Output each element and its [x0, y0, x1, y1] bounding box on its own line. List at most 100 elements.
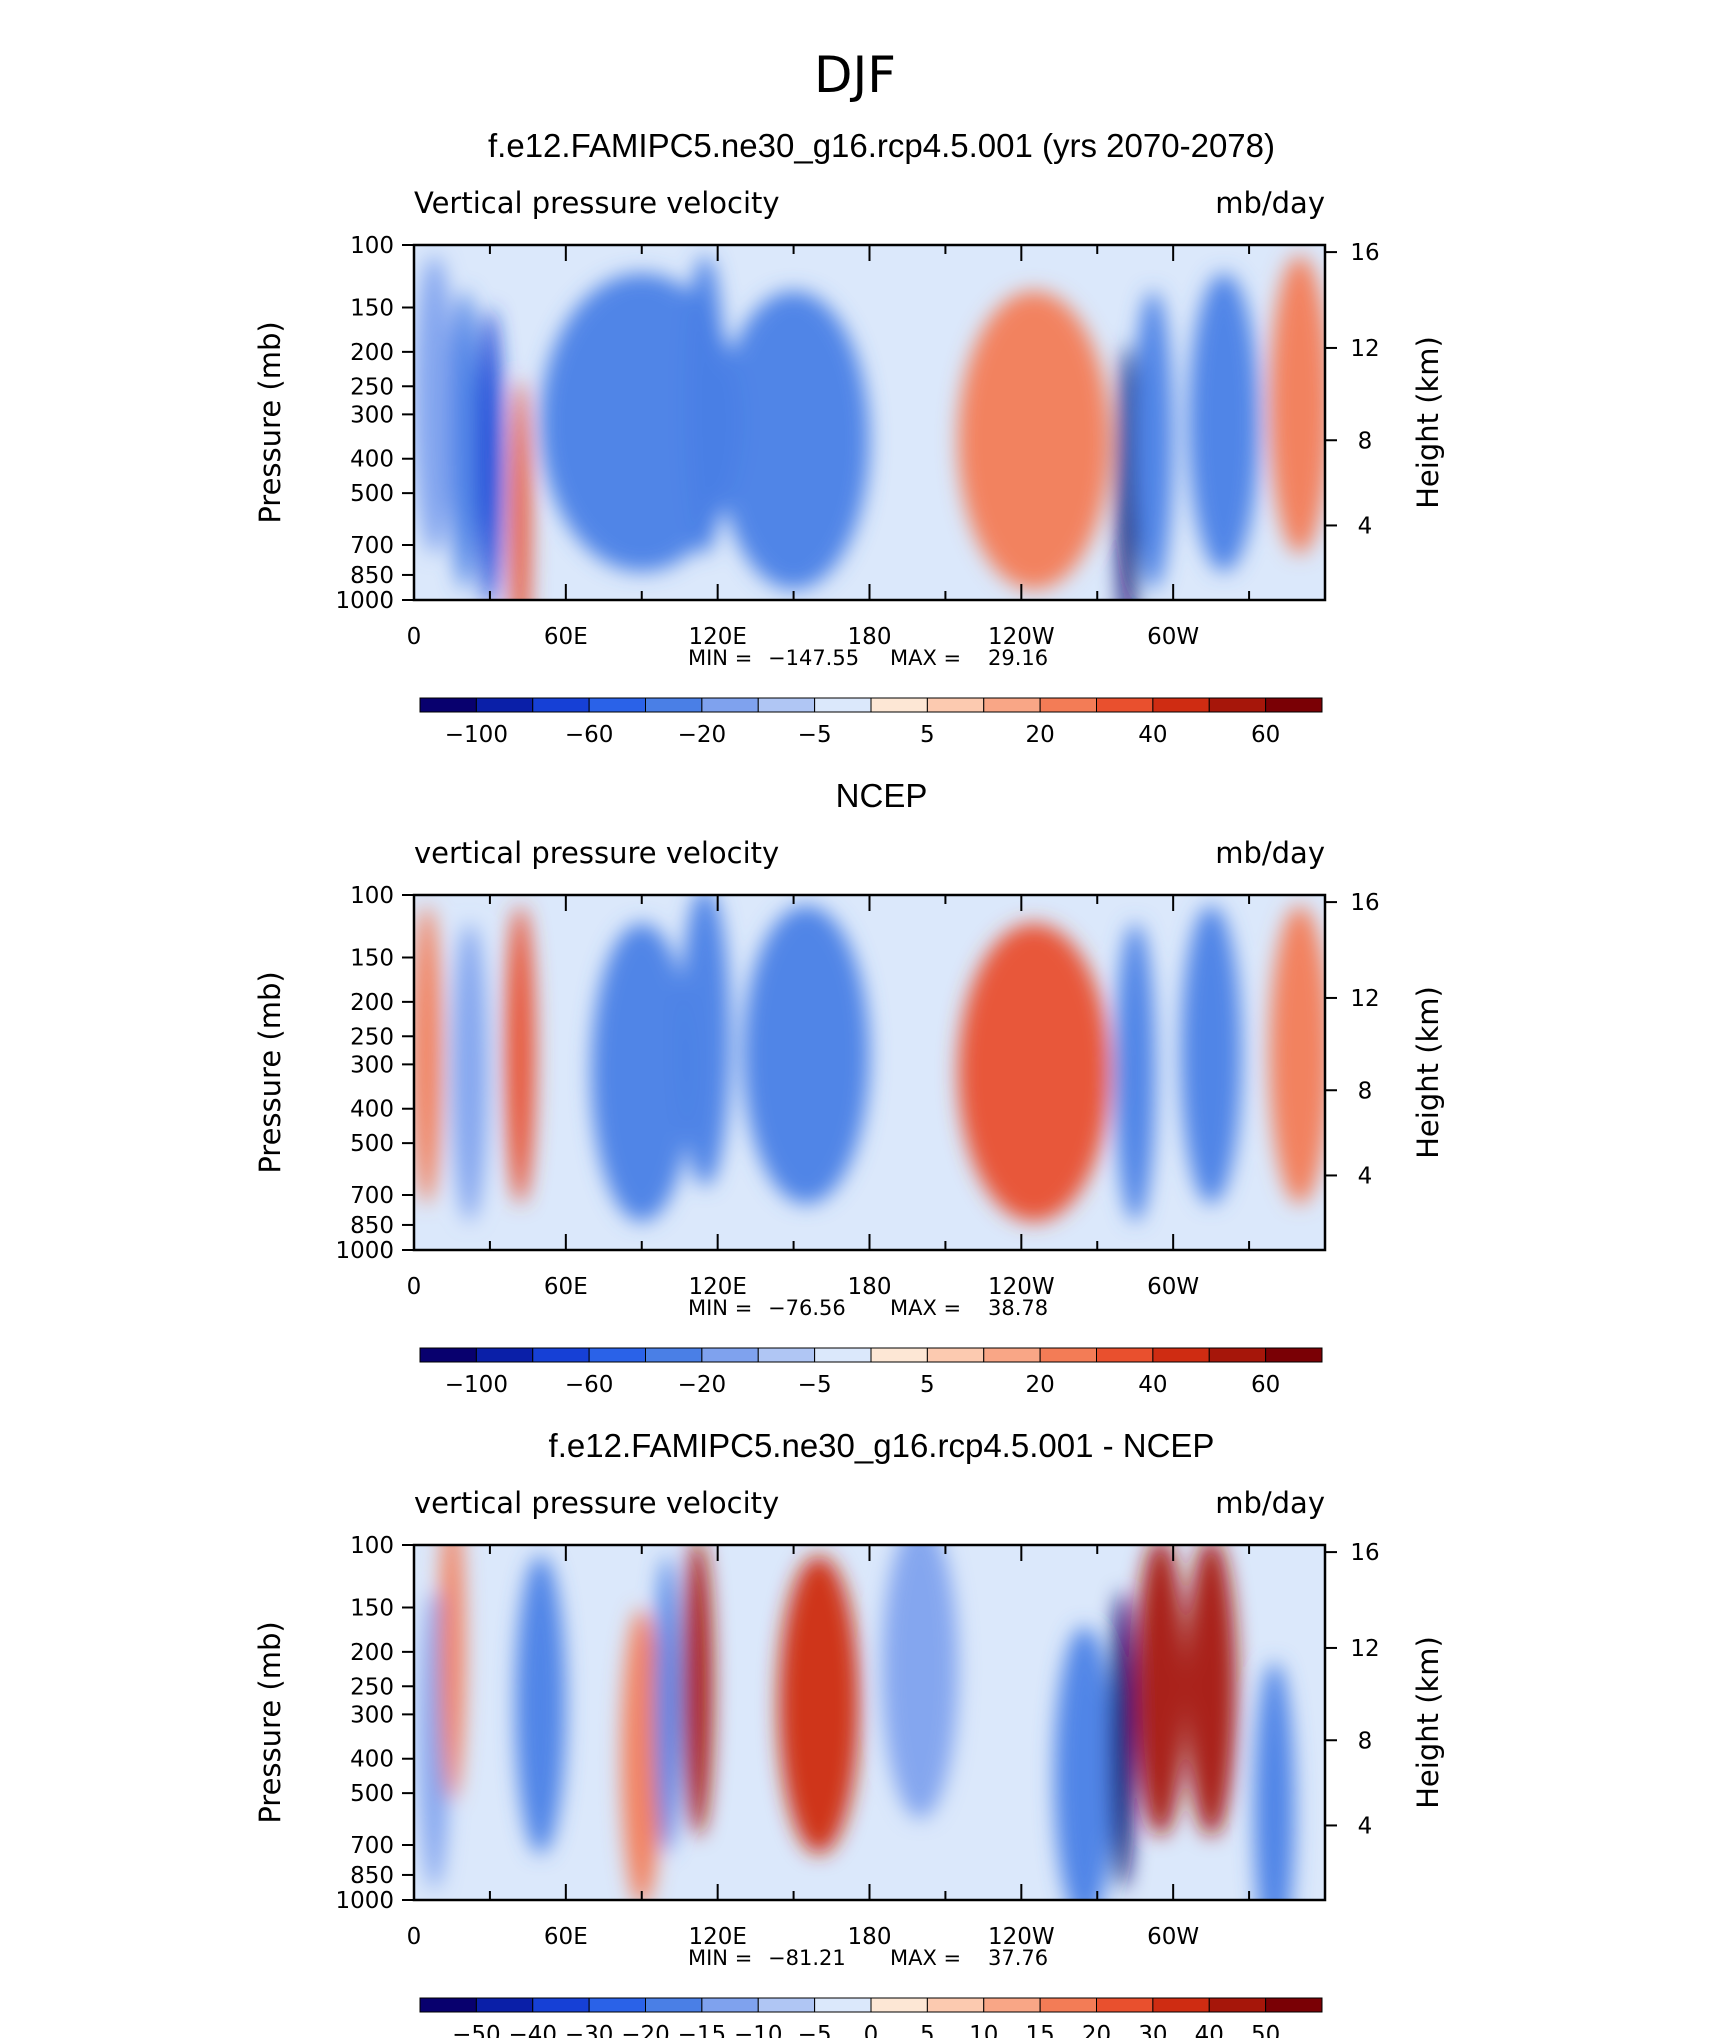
- y-tick-label: 400: [350, 447, 394, 473]
- y-axis-label: Pressure (mb): [253, 971, 287, 1173]
- field-features: [419, 1545, 1295, 1900]
- field-feature-7: [882, 1545, 959, 1819]
- colorbar-swatch: [419, 1347, 477, 1363]
- colorbar-swatch: [1039, 1997, 1097, 2013]
- colorbar-swatch: [983, 697, 1041, 713]
- y-right-tick-label: 12: [1350, 986, 1379, 1012]
- min-label: MIN =: [688, 1296, 752, 1320]
- colorbar-swatch: [588, 1347, 646, 1363]
- field-feature-8: [1054, 1626, 1115, 1900]
- units-label: mb/day: [1215, 186, 1325, 220]
- field-feature-2: [505, 905, 536, 1204]
- colorbar-swatch: [588, 697, 646, 713]
- field-feature-11: [1269, 255, 1325, 554]
- field-feature-5: [684, 255, 726, 554]
- min-value: −147.55: [768, 646, 859, 670]
- y-tick-label: 150: [350, 296, 394, 322]
- field-feature-1: [451, 923, 488, 1222]
- y-tick-label: 500: [350, 1781, 394, 1807]
- colorbar-swatch: [475, 1347, 534, 1363]
- field-feature-8: [1180, 905, 1242, 1204]
- colorbar-label: 15: [1025, 2022, 1054, 2038]
- colorbar-label: −5: [798, 2022, 832, 2038]
- colorbar-label: 60: [1251, 722, 1280, 748]
- field-features: [414, 895, 1325, 1222]
- colorbar-swatch: [814, 697, 872, 713]
- x-tick-label: 120W: [988, 624, 1055, 650]
- y-tick-label: 200: [350, 990, 394, 1016]
- colorbar-label: 40: [1138, 1372, 1167, 1398]
- x-tick-label: 0: [407, 624, 422, 650]
- colorbar-label: −40: [508, 2022, 557, 2038]
- colorbar-label: −50: [452, 2022, 501, 2038]
- y-right-axis-label: Height (km): [1411, 1636, 1445, 1809]
- y-tick-label: 500: [350, 481, 394, 507]
- max-label: MAX =: [890, 1296, 961, 1320]
- x-tick-label: 60W: [1147, 624, 1199, 650]
- field-feature-7: [1114, 923, 1156, 1222]
- y-tick-label: 500: [350, 1131, 394, 1157]
- field-feature-4: [654, 1555, 680, 1854]
- colorbar-swatch: [1208, 1997, 1267, 2013]
- colorbar-swatch: [532, 697, 590, 713]
- y-tick-label: 100: [350, 233, 394, 259]
- colorbar-swatch: [1152, 1997, 1210, 2013]
- colorbar-label: −20: [621, 2022, 670, 2038]
- field-feature-5: [742, 905, 870, 1204]
- variable-label: vertical pressure velocity: [414, 1486, 779, 1520]
- field-feature-4: [679, 895, 731, 1187]
- y-right-tick-label: 16: [1350, 890, 1379, 916]
- y-tick-label: 250: [350, 374, 394, 400]
- panel-3: f.e12.FAMIPC5.ne30_g16.rcp4.5.001 - NCEP…: [253, 1427, 1445, 2038]
- colorbar-swatch: [1096, 1997, 1154, 2013]
- colorbar-swatch: [1265, 1997, 1323, 2013]
- field-features: [414, 255, 1325, 600]
- field-feature-9: [1132, 291, 1174, 590]
- field-feature-3: [621, 1608, 662, 1900]
- y-tick-label: 850: [350, 1213, 394, 1239]
- colorbar-swatch: [1152, 1347, 1210, 1363]
- colorbar-label: 40: [1138, 722, 1167, 748]
- colorbar-label: −5: [798, 1372, 832, 1398]
- panel-1: f.e12.FAMIPC5.ne30_g16.rcp4.5.001 (yrs 2…: [253, 127, 1445, 748]
- max-value: 37.76: [988, 1946, 1048, 1970]
- colorbar-swatch: [926, 1997, 985, 2013]
- field-feature-5: [682, 1545, 713, 1837]
- field-feature-10: [1188, 273, 1260, 572]
- plot-background: [414, 895, 1325, 1250]
- colorbar: −100 −60 −20 −5 5 20 40 60: [419, 1347, 1323, 1398]
- colorbar-swatch: [1039, 697, 1097, 713]
- colorbar-swatch: [926, 1347, 985, 1363]
- y-right-tick-label: 4: [1358, 1163, 1373, 1189]
- y-right-axis-label: Height (km): [1411, 986, 1445, 1159]
- field-feature-6: [778, 1555, 860, 1854]
- y-tick-label: 1000: [335, 1238, 394, 1264]
- field-feature-9: [1109, 1591, 1136, 1890]
- x-tick-label: 0: [407, 1924, 422, 1950]
- colorbar-swatch: [757, 1347, 816, 1363]
- field-feature-12: [1254, 1662, 1295, 1900]
- field-feature-2: [477, 308, 503, 600]
- y-axis-label: Pressure (mb): [253, 321, 287, 523]
- panel-2: NCEP vertical pressure velocity mb/day 100 1…: [253, 777, 1445, 1398]
- colorbar-label: −15: [678, 2022, 727, 2038]
- y-right-tick-label: 8: [1358, 428, 1373, 454]
- colorbar-swatch: [814, 1347, 872, 1363]
- x-tick-label: 120W: [988, 1274, 1055, 1300]
- y-tick-label: 300: [350, 1052, 394, 1078]
- variable-label: Vertical pressure velocity: [414, 186, 780, 220]
- colorbar-label: 30: [1138, 2022, 1167, 2038]
- colorbar-label: −5: [798, 722, 832, 748]
- field-feature-7: [958, 291, 1110, 590]
- colorbar-swatch: [814, 1997, 872, 2013]
- field-feature-0: [414, 255, 455, 554]
- y-right-tick-label: 4: [1358, 1813, 1373, 1839]
- x-tick-label: 60W: [1147, 1274, 1199, 1300]
- x-tick-label: 60E: [544, 1924, 588, 1950]
- colorbar-label: 10: [969, 2022, 998, 2038]
- min-label: MIN =: [688, 1946, 752, 1970]
- colorbar-label: 5: [920, 1372, 935, 1398]
- y-tick-label: 850: [350, 1863, 394, 1889]
- y-tick-label: 1000: [335, 588, 394, 614]
